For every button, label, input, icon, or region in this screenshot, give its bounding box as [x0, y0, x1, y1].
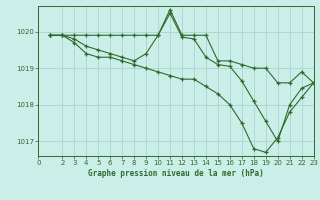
X-axis label: Graphe pression niveau de la mer (hPa): Graphe pression niveau de la mer (hPa)	[88, 169, 264, 178]
